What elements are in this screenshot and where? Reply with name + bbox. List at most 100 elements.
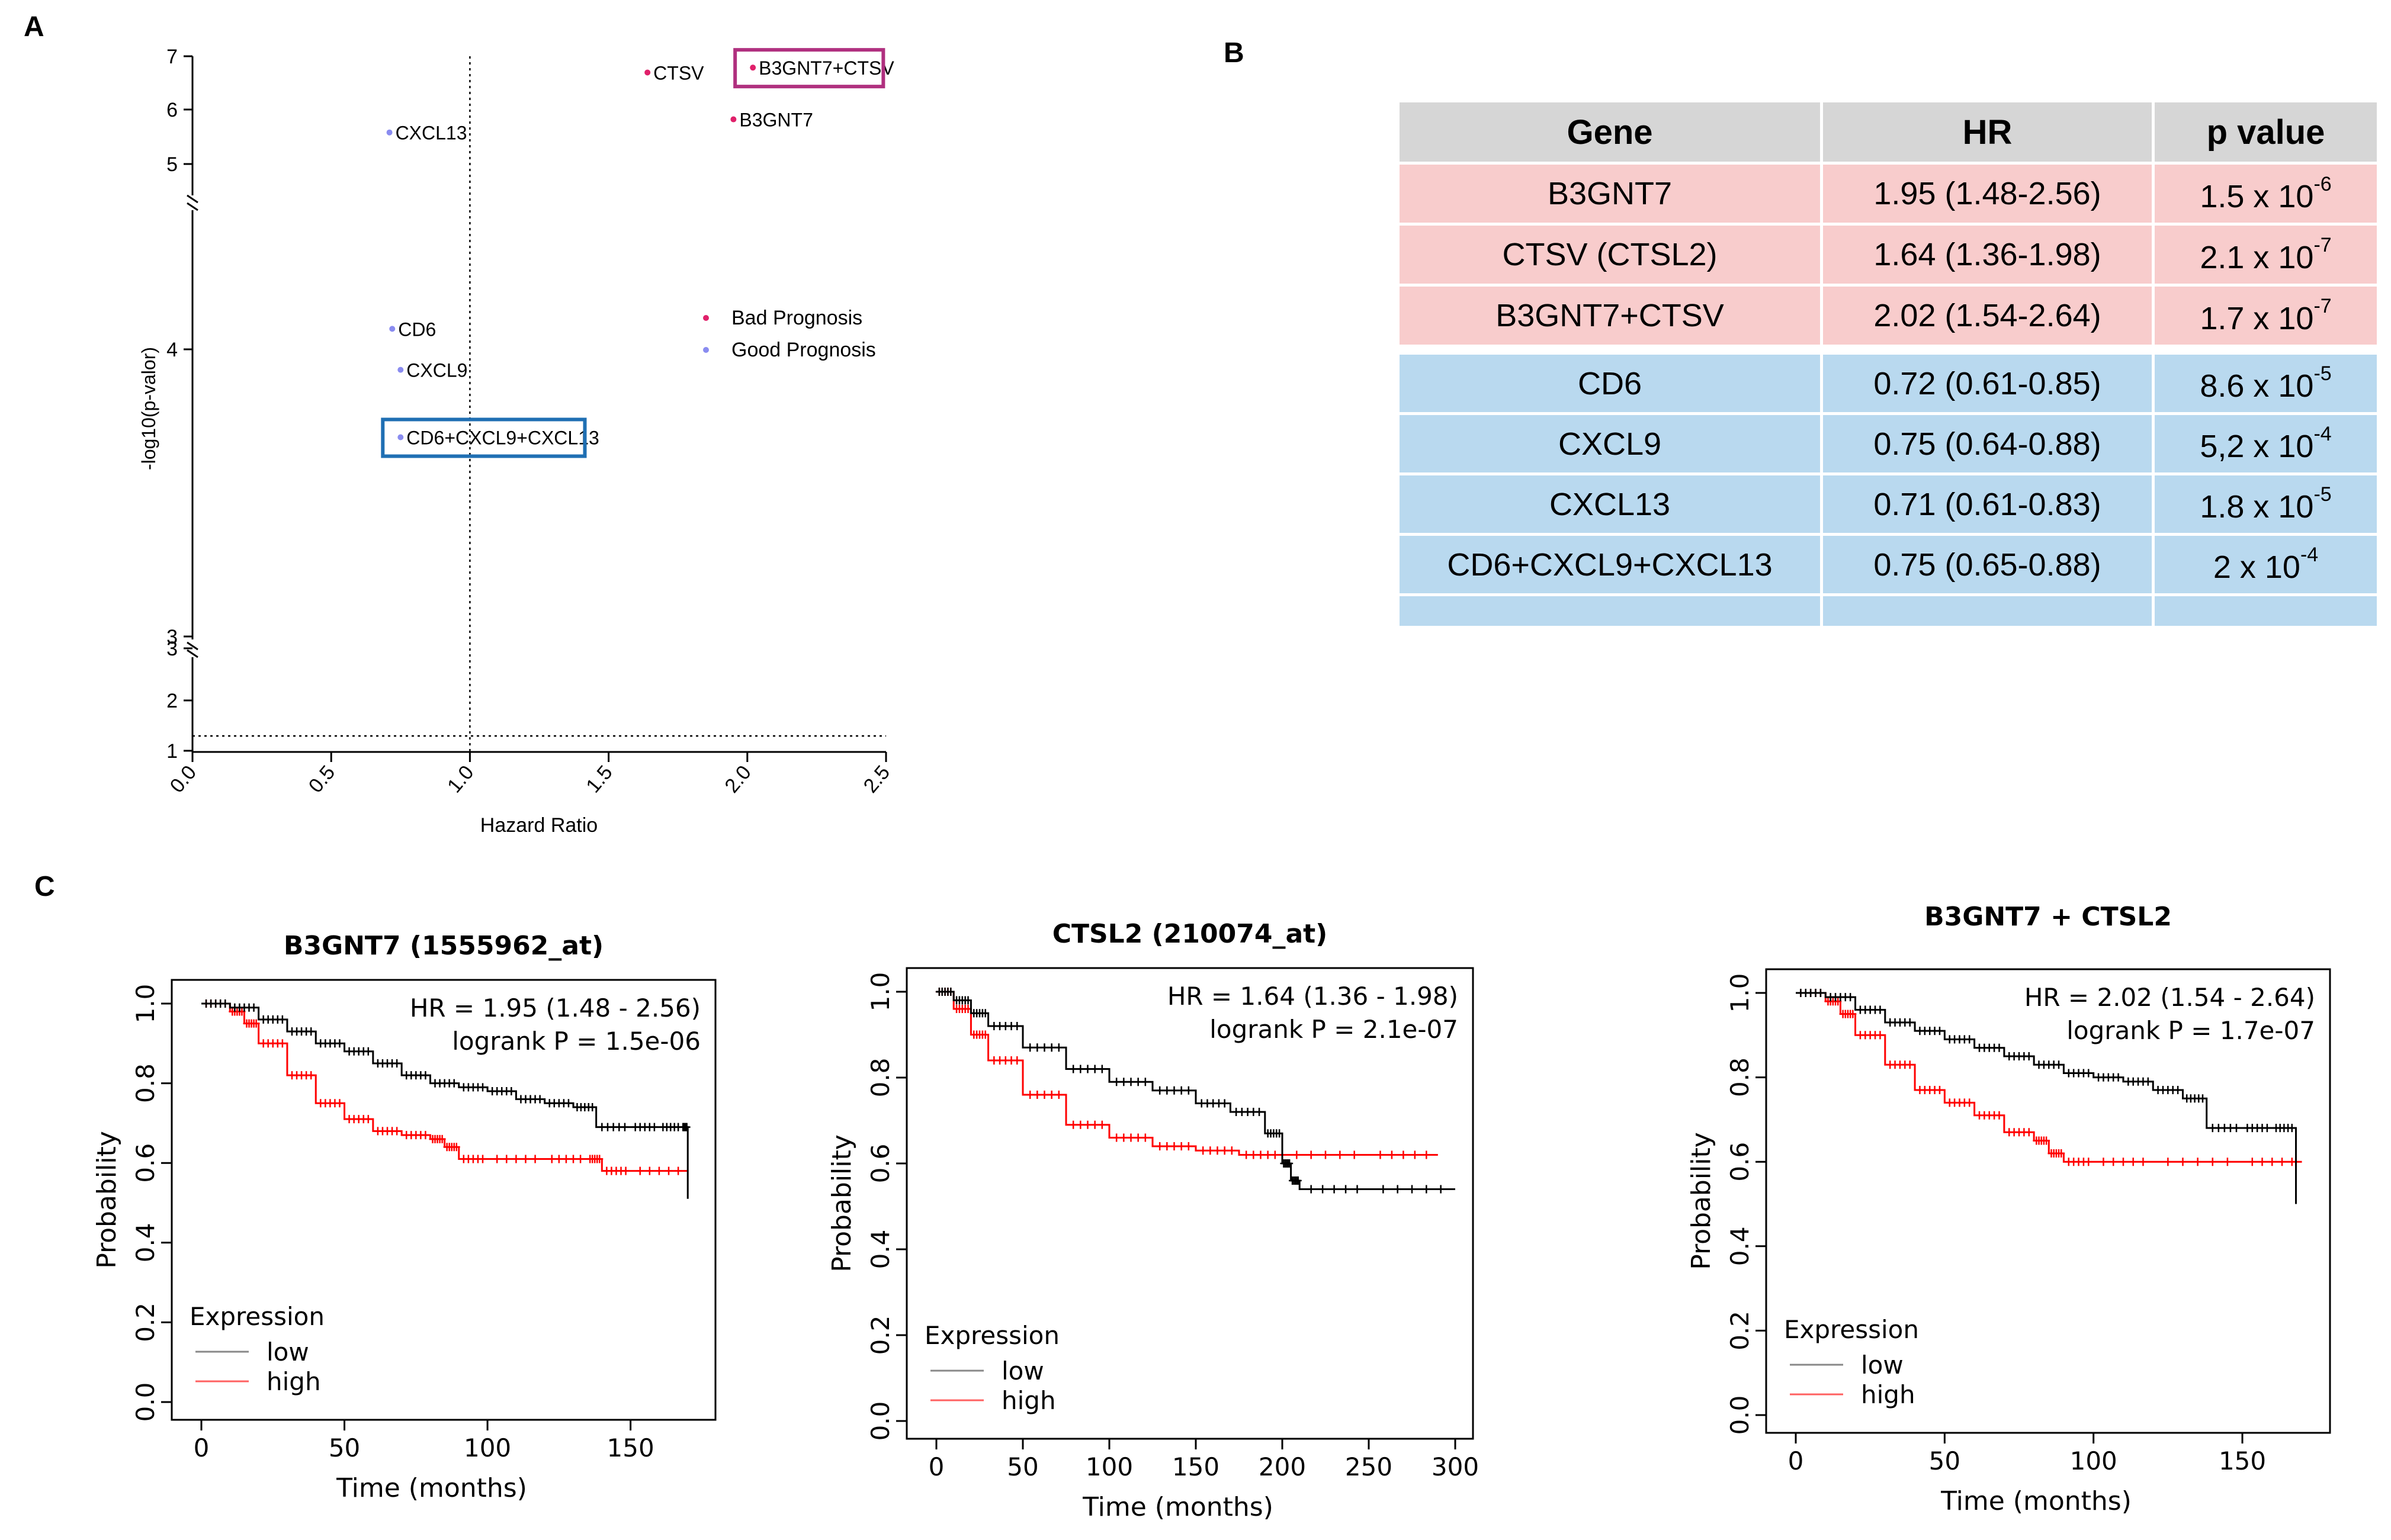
km-plot-frame (906, 967, 1474, 1440)
table-padding-row (1400, 594, 2377, 629)
km-censor-mark (1271, 1150, 1279, 1159)
pvalue-exponent: -7 (2313, 233, 2332, 256)
km-censor-mark (1070, 1065, 1077, 1073)
pvalue-exponent: -5 (2313, 362, 2332, 385)
km-censor-mark (1250, 1150, 1257, 1159)
km-censor-mark (683, 1123, 691, 1131)
scatter-point (644, 69, 651, 76)
panel-label-a: A (24, 11, 44, 43)
km-censor-mark (2100, 1158, 2107, 1166)
cell-pvalue: 1.7 x 10-7 (2153, 285, 2377, 348)
km-censor-mark (2164, 1158, 2172, 1166)
km-censor-mark (1091, 1065, 1099, 1073)
km-legend-label-low: low (267, 1338, 309, 1367)
km-x-tick-label: 250 (1345, 1452, 1392, 1481)
panel-label-c: C (34, 871, 55, 902)
km-censor-mark (1243, 1150, 1250, 1159)
km-censor-mark (1816, 989, 1824, 997)
km-y-tick-label: 0.4 (866, 1230, 895, 1269)
table-header-row: Gene HR p value (1400, 102, 2377, 165)
km-x-tick-label: 200 (1259, 1452, 1306, 1481)
km-censor-mark (1170, 1142, 1178, 1150)
gene-statistics-table: Gene HR p value B3GNT7 1.95 (1.48-2.56) 1.… (1400, 102, 2377, 629)
km-censor-mark (2232, 1124, 2240, 1133)
km-censor-mark (393, 1127, 401, 1136)
km-censor-mark (577, 1155, 585, 1163)
km-y-tick-label: 0.6 (131, 1143, 160, 1183)
table-body: B3GNT7 1.95 (1.48-2.56) 1.5 x 10-6 CTSV (CT… (1400, 163, 2377, 629)
km-censor-mark (1876, 1005, 1884, 1014)
scatter-point-label: CXCL13 (396, 123, 467, 144)
km-y-tick-label: 0.8 (866, 1058, 895, 1098)
km-x-axis-label: Time (months) (1940, 1486, 2132, 1516)
km-censor-mark (1120, 1078, 1128, 1086)
km-censor-mark (1077, 1065, 1084, 1073)
km-censor-mark (1026, 1043, 1034, 1052)
cell-hr: 0.75 (0.64-0.88) (1821, 413, 2155, 475)
km-censor-mark (1185, 1142, 1192, 1150)
km-censor-mark (1966, 1035, 1973, 1044)
km-censor-mark (452, 1143, 460, 1152)
km-censor-mark (1084, 1065, 1092, 1073)
km-censor-mark (1995, 1111, 2003, 1120)
km-censor-mark (1127, 1078, 1135, 1086)
cell-pvalue: 5,2 x 10-4 (2153, 413, 2377, 475)
km-censor-mark (1379, 1185, 1387, 1194)
km-censor-mark (636, 1166, 644, 1175)
pvalue-exponent: -4 (2300, 544, 2319, 566)
table-header-pvalue: p value (2153, 102, 2377, 165)
km-censor-mark (1206, 1146, 1214, 1155)
km-y-tick-label: 0.4 (131, 1223, 160, 1262)
km-censor-mark (503, 1155, 511, 1163)
km-censor-mark (1276, 1129, 1283, 1138)
km-censor-mark (1936, 1085, 1943, 1094)
km-censor-mark (1098, 1120, 1106, 1129)
km-censor-mark (1113, 1078, 1121, 1086)
km-censor-mark (1156, 1142, 1164, 1150)
km-censor-mark (422, 1071, 429, 1080)
cell-pvalue: 8.6 x 10-5 (2153, 355, 2377, 415)
cell-hr: 2.02 (1.54-2.64) (1821, 285, 2155, 348)
y-axis-break-mark (187, 641, 198, 658)
km-y-tick-label: 0.0 (131, 1383, 160, 1422)
km-censor-mark (1113, 1133, 1121, 1142)
scatter-point-label: CXCL9 (406, 360, 467, 381)
km-censor-mark (1336, 1150, 1344, 1159)
km-x-axis-label: Time (months) (336, 1473, 527, 1503)
table-header-hr: HR (1821, 102, 2155, 165)
km-censor-mark (1041, 1091, 1048, 1099)
y-tick-label: 5 (166, 153, 178, 176)
km-y-tick-label: 0.8 (131, 1063, 160, 1103)
km-y-tick-label: 0.2 (131, 1303, 160, 1342)
scatter-point-label: CD6 (398, 319, 436, 340)
km-y-axis-label: Probability (1686, 1132, 1716, 1270)
km-x-tick-label: 50 (1007, 1452, 1038, 1481)
km-censor-mark (564, 1099, 572, 1108)
cell-gene: CD6 (1400, 355, 1823, 415)
km-x-tick-label: 150 (1172, 1452, 1219, 1481)
km-x-tick-label: 0 (929, 1452, 945, 1481)
km-censor-mark (2258, 1158, 2266, 1166)
x-axis-label: Hazard Ratio (480, 814, 598, 837)
pvalue-exponent: -5 (2313, 483, 2332, 506)
y-tick-label: 3 (166, 638, 178, 660)
km-censor-mark (1256, 1108, 1263, 1116)
km-censor-mark (646, 1166, 653, 1175)
km-x-tick-label: 300 (1432, 1452, 1479, 1481)
km-censor-mark (1055, 1043, 1063, 1052)
km-censor-mark (422, 1131, 429, 1140)
panel-label-b: B (1224, 37, 1244, 69)
km-censor-mark (307, 1027, 315, 1036)
km-censor-mark (2179, 1158, 2187, 1166)
km-y-tick-label: 0.6 (1725, 1142, 1754, 1182)
km-x-tick-label: 150 (607, 1433, 654, 1462)
km-censor-mark (675, 1166, 682, 1175)
pvalue-exponent: -4 (2313, 423, 2332, 445)
km-censor-mark (2043, 1136, 2050, 1145)
km-censor-mark (2174, 1085, 2182, 1094)
cell-gene: CXCL9 (1400, 413, 1823, 475)
km-x-tick-label: 50 (1929, 1446, 1960, 1475)
km-x-tick-label: 0 (194, 1433, 210, 1462)
km-legend-title: Expression (1784, 1315, 1919, 1344)
km-censor-mark (1342, 1185, 1350, 1194)
